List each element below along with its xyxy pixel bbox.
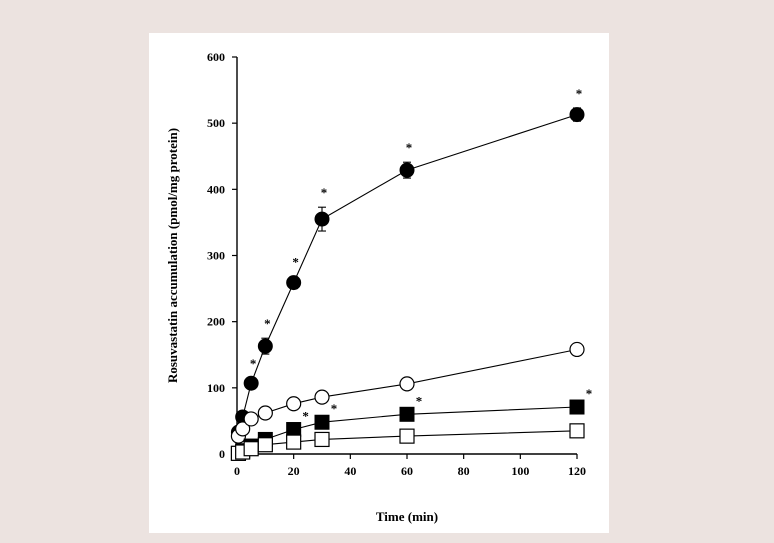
significance-label: * xyxy=(416,393,423,408)
data-point xyxy=(314,211,330,227)
data-point xyxy=(569,399,585,415)
data-point xyxy=(399,406,415,422)
y-tick-label: 400 xyxy=(207,182,225,196)
data-point xyxy=(569,341,585,358)
data-point xyxy=(243,411,259,427)
data-point xyxy=(314,389,330,405)
data-point xyxy=(314,431,330,448)
y-tick-label: 600 xyxy=(207,50,225,64)
series-1: * * * * * * xyxy=(230,86,585,440)
figure-panel: 0 100 200 300 400 500 600 0 20 40 60 80 100 120 * * * * *… xyxy=(149,33,609,533)
data-point xyxy=(286,275,302,291)
axis-ticks: 0 100 200 300 400 500 600 0 20 40 60 80 100 120 xyxy=(207,50,586,478)
y-tick-label: 300 xyxy=(207,249,225,263)
data-point xyxy=(257,405,273,421)
x-tick-label: 40 xyxy=(344,464,356,478)
data-point xyxy=(257,338,273,354)
series-layer: * * * * * * * * * * xyxy=(230,86,593,461)
significance-label: * xyxy=(331,401,338,416)
y-tick-label: 100 xyxy=(207,381,225,395)
data-point xyxy=(235,421,251,437)
x-tick-label: 120 xyxy=(568,464,586,478)
y-tick-label: 200 xyxy=(207,315,225,329)
x-tick-label: 80 xyxy=(458,464,470,478)
data-point xyxy=(286,434,302,450)
data-point xyxy=(569,107,585,123)
data-point xyxy=(243,375,259,391)
significance-label: * xyxy=(264,316,271,331)
data-point xyxy=(257,437,273,453)
significance-label: * xyxy=(292,255,299,270)
x-tick-label: 60 xyxy=(401,464,413,478)
y-axis-title: Rosuvastatin accumulation (pmol/mg prote… xyxy=(165,128,180,383)
data-point xyxy=(286,422,302,438)
data-point xyxy=(399,428,415,444)
x-tick-label: 100 xyxy=(511,464,529,478)
significance-label: * xyxy=(250,356,257,371)
axes xyxy=(236,57,577,455)
data-point xyxy=(399,162,415,178)
data-point xyxy=(286,396,302,412)
data-point xyxy=(399,376,415,392)
significance-label: * xyxy=(586,386,593,401)
series-2 xyxy=(230,341,585,444)
data-point xyxy=(569,423,585,439)
series-3: * * * * xyxy=(230,386,593,461)
x-tick-label: 20 xyxy=(288,464,300,478)
x-axis-title: Time (min) xyxy=(376,509,438,524)
series-4 xyxy=(230,423,585,461)
significance-label: * xyxy=(406,140,413,155)
significance-label: * xyxy=(302,409,309,424)
data-point xyxy=(243,441,259,457)
data-point xyxy=(314,414,330,430)
significance-label: * xyxy=(576,86,583,101)
y-tick-label: 500 xyxy=(207,116,225,130)
y-tick-label: 0 xyxy=(219,447,225,461)
x-tick-label: 0 xyxy=(234,464,240,478)
significance-label: * xyxy=(321,185,328,200)
